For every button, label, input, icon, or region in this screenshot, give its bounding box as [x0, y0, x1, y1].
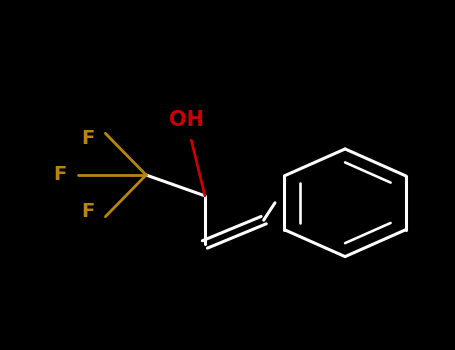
- Text: F: F: [81, 202, 94, 221]
- Text: F: F: [54, 166, 67, 184]
- Text: F: F: [81, 129, 94, 148]
- Text: OH: OH: [169, 110, 204, 130]
